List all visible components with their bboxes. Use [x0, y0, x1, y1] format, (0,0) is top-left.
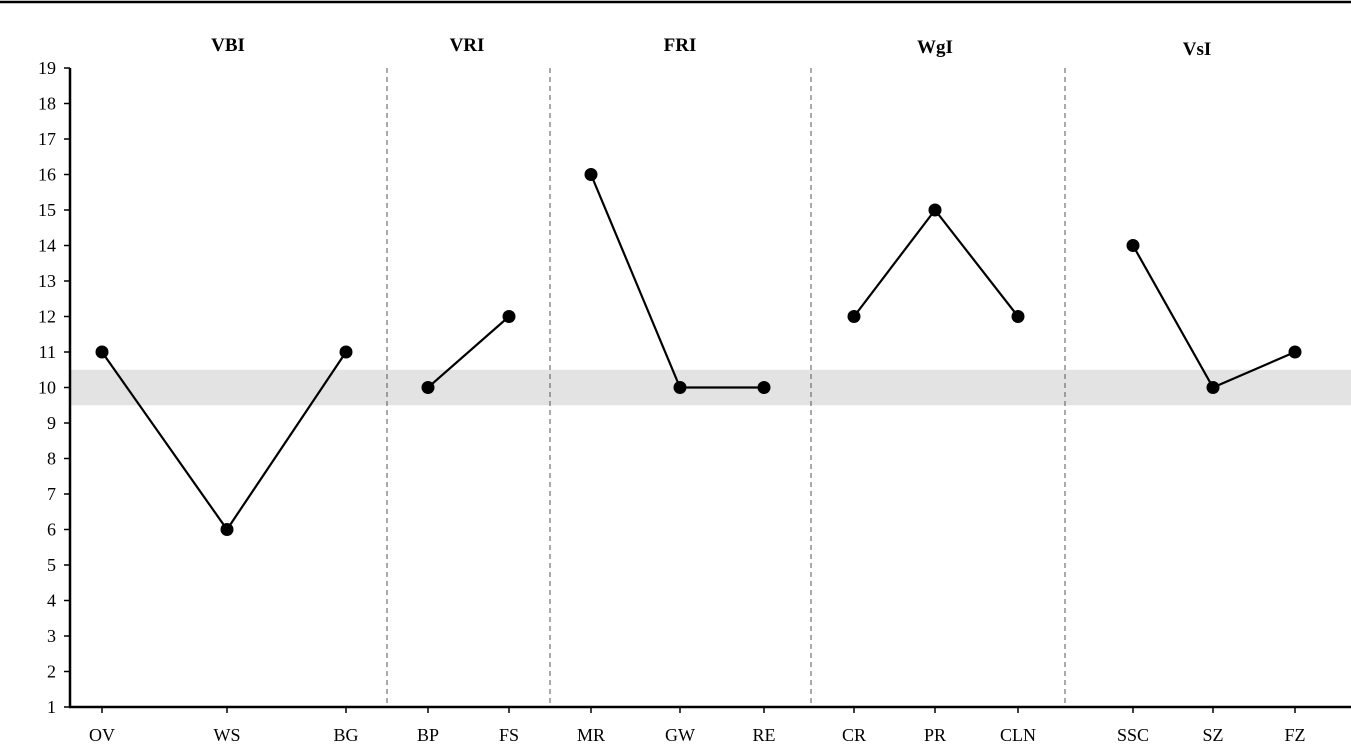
group-labels: VBI VRI FRI WgI VsI — [211, 35, 1211, 60]
series-line — [1132, 244, 1296, 389]
y-tick-label: 19 — [38, 58, 56, 78]
data-point — [1126, 239, 1140, 252]
series-line — [853, 208, 1019, 318]
data-point — [220, 523, 234, 536]
x-tick-label: SSC — [1117, 725, 1149, 745]
data-point — [1206, 381, 1220, 394]
x-tick-label: WS — [214, 725, 241, 745]
series-group — [1126, 239, 1302, 394]
data-point — [584, 168, 598, 181]
axes — [0, 0, 1351, 709]
y-tick-label: 15 — [38, 200, 56, 220]
x-tick-label: CR — [842, 725, 866, 745]
data-point — [847, 310, 861, 323]
x-ticks: OV WS BG BP FS MR GW RE CR PR CLN SSC SZ FZ — [89, 707, 1306, 745]
data-point — [421, 381, 435, 394]
y-tick-label: 16 — [38, 165, 56, 185]
x-tick-label: BG — [333, 725, 358, 745]
y-tick-label: 1 — [47, 697, 56, 717]
x-tick-label: GW — [665, 725, 695, 745]
group-dividers — [386, 68, 1066, 707]
series-group — [95, 345, 353, 536]
y-tick-label: 11 — [39, 342, 56, 362]
series — [95, 168, 1302, 536]
data-point — [95, 345, 109, 359]
y-tick-label: 18 — [38, 94, 56, 114]
x-tick-label: FS — [499, 725, 519, 745]
group-label: VsI — [1183, 39, 1212, 60]
y-tick-label: 12 — [38, 307, 56, 327]
group-label: VRI — [450, 35, 485, 56]
y-tick-label: 14 — [38, 236, 56, 256]
y-tick-label: 13 — [38, 271, 56, 291]
group-label: WgI — [917, 37, 953, 58]
y-tick-label: 3 — [47, 626, 56, 646]
x-tick-label: MR — [577, 725, 605, 745]
x-tick-label: PR — [924, 725, 946, 745]
y-tick-label: 4 — [47, 591, 56, 611]
x-tick-label: CLN — [1000, 725, 1036, 745]
x-tick-label: BP — [417, 725, 439, 745]
y-tick-label: 6 — [47, 520, 56, 540]
y-tick-label: 9 — [47, 413, 56, 433]
data-point — [502, 310, 516, 323]
series-line — [427, 315, 510, 389]
x-tick-label: SZ — [1202, 725, 1223, 745]
data-point — [339, 345, 353, 359]
data-point — [1288, 345, 1302, 359]
series-group — [584, 168, 771, 394]
series-line — [589, 174, 764, 389]
series-group — [421, 310, 516, 394]
data-point — [928, 203, 942, 217]
y-tick-label: 10 — [38, 378, 56, 398]
y-tick-label: 2 — [47, 662, 56, 682]
x-tick-label: FZ — [1284, 725, 1305, 745]
data-point — [1011, 310, 1025, 323]
group-label: FRI — [664, 35, 697, 56]
y-tick-label: 7 — [47, 484, 56, 504]
data-point — [673, 381, 687, 394]
x-tick-label: RE — [752, 725, 775, 745]
y-tick-label: 5 — [47, 555, 56, 575]
y-tick-label: 17 — [38, 129, 56, 149]
group-label: VBI — [211, 35, 245, 56]
series-group — [847, 203, 1025, 323]
x-tick-label: OV — [89, 725, 115, 745]
data-point — [757, 381, 771, 394]
y-tick-label: 8 — [47, 449, 56, 469]
